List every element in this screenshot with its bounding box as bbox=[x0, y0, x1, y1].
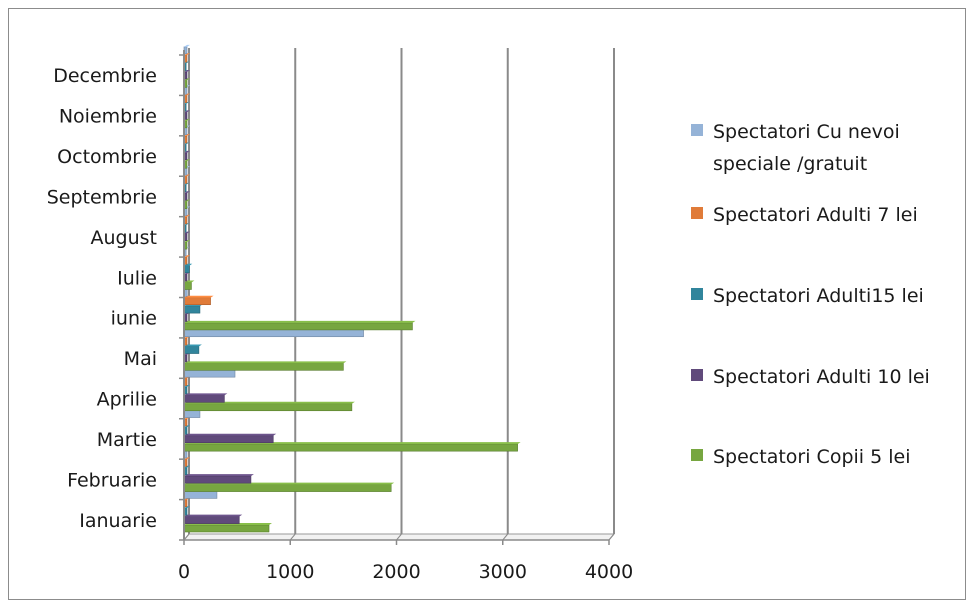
bar-top-septembrie-series-2 bbox=[184, 182, 190, 185]
bar-aprilie-series-4 bbox=[183, 403, 353, 412]
x-tick-label-3000: 3000 bbox=[479, 561, 527, 583]
bar-top-octombrie-series-4 bbox=[184, 159, 190, 162]
x-tick-label-1000: 1000 bbox=[266, 561, 314, 583]
legend-label-4: Spectatori Copii 5 lei bbox=[713, 446, 910, 468]
bar-aprilie-series-3 bbox=[183, 395, 225, 403]
bar-iunie-series-4 bbox=[183, 322, 413, 331]
bar-top-iulie-series-1 bbox=[184, 255, 190, 258]
bar-top-martie-series-3 bbox=[184, 433, 277, 436]
bar-martie-series-0 bbox=[183, 410, 201, 418]
bar-mai-series-0 bbox=[183, 329, 364, 338]
category-label-noiembrie: Noiembrie bbox=[59, 106, 157, 128]
bar-ianuarie-series-3 bbox=[183, 516, 240, 524]
bar-top-februarie-series-1 bbox=[184, 457, 190, 460]
gridlines bbox=[182, 48, 616, 541]
bar-top-octombrie-series-1 bbox=[184, 134, 190, 137]
bar-top-mai-series-2 bbox=[184, 344, 202, 347]
category-label-octombrie: Octombrie bbox=[57, 146, 157, 168]
legend-label-2: Spectatori Adulti15 lei bbox=[713, 285, 924, 307]
x-tick-label-2000: 2000 bbox=[372, 561, 420, 583]
bar-martie-series-4 bbox=[183, 443, 518, 452]
bar-top-septembrie-series-3 bbox=[184, 191, 190, 194]
bar-top-octombrie-series-3 bbox=[184, 150, 190, 153]
legend-swatch-1 bbox=[691, 207, 703, 219]
bar-top-noiembrie-series-1 bbox=[184, 93, 190, 96]
axis-labels: Ianuarie Februarie Martie Aprilie Mai iunie Iu… bbox=[47, 65, 633, 583]
legend-swatch-2 bbox=[691, 288, 703, 300]
bar-iunie-series-1 bbox=[183, 297, 211, 306]
category-label-mai: Mai bbox=[124, 348, 157, 370]
bar-top-decembrie-series-1 bbox=[184, 53, 190, 56]
bar-ianuarie-series-0 bbox=[183, 491, 218, 499]
bar-top-decembrie-series-2 bbox=[184, 61, 190, 64]
bar-top-iulie-series-2 bbox=[184, 263, 193, 266]
category-label-iulie: Iulie bbox=[117, 267, 157, 289]
bar-top-octombrie-series-2 bbox=[184, 142, 190, 145]
legend-swatch-4 bbox=[691, 449, 703, 461]
axes bbox=[179, 50, 610, 545]
bar-februarie-series-3 bbox=[183, 475, 252, 484]
bar-top-decembrie-series-0 bbox=[184, 44, 190, 47]
chart-frame bbox=[8, 8, 966, 600]
bar-top-august-series-2 bbox=[184, 223, 190, 226]
bar-top-septembrie-series-4 bbox=[184, 199, 190, 202]
bar-top-septembrie-series-1 bbox=[184, 174, 190, 177]
legend-swatch-0 bbox=[691, 124, 703, 136]
bar-februarie-series-4 bbox=[183, 484, 392, 492]
bar-top-februarie-series-2 bbox=[184, 465, 190, 468]
category-label-februarie: Februarie bbox=[67, 469, 157, 491]
bar-ianuarie-series-4 bbox=[183, 524, 270, 533]
legend-label-0-line2: speciale /gratuit bbox=[713, 153, 867, 175]
bar-top-martie-series-2 bbox=[184, 425, 190, 428]
bar-top-ianuarie-series-2 bbox=[184, 506, 190, 509]
bar-top-iunie-series-1 bbox=[184, 295, 214, 298]
bar-top-august-series-1 bbox=[184, 214, 190, 217]
bar-top-noiembrie-series-3 bbox=[184, 110, 190, 113]
bar-top-ianuarie-series-3 bbox=[184, 514, 243, 517]
gridline-foot-2000 bbox=[396, 533, 402, 541]
bar-top-iunie-series-4 bbox=[184, 320, 416, 323]
bar-mai-series-2 bbox=[183, 346, 200, 354]
x-tick-label-0: 0 bbox=[178, 561, 190, 583]
category-label-decembrie: Decembrie bbox=[53, 65, 157, 87]
bar-top-august-series-3 bbox=[184, 231, 190, 234]
legend-label-3: Spectatori Adulti 10 lei bbox=[713, 366, 930, 388]
x-tick-label-4000: 4000 bbox=[585, 561, 633, 583]
bar-iunie-series-2 bbox=[183, 305, 201, 314]
bar-mai-series-4 bbox=[183, 363, 344, 371]
category-label-aprilie: Aprilie bbox=[97, 389, 157, 411]
bar-martie-series-3 bbox=[183, 435, 274, 444]
legend-label-1: Spectatori Adulti 7 lei bbox=[713, 204, 918, 226]
bar-top-decembrie-series-3 bbox=[184, 70, 190, 73]
bar-top-mai-series-4 bbox=[184, 361, 347, 364]
bar-top-august-series-4 bbox=[184, 240, 190, 243]
category-label-ianuarie: Ianuarie bbox=[79, 510, 157, 532]
category-label-iunie: iunie bbox=[111, 308, 157, 330]
bar-top-decembrie-series-4 bbox=[184, 78, 190, 81]
bars bbox=[183, 44, 521, 533]
gridline-foot-3000 bbox=[502, 533, 509, 541]
bar-top-aprilie-series-4 bbox=[184, 401, 355, 404]
legend-swatch-3 bbox=[691, 369, 703, 381]
bar-iulie-series-4 bbox=[183, 282, 192, 290]
gridline-foot-1000 bbox=[289, 533, 296, 541]
category-label-martie: Martie bbox=[97, 429, 157, 451]
category-label-august: August bbox=[91, 227, 158, 249]
category-label-septembrie: Septembrie bbox=[47, 186, 157, 208]
legend: Spectatori Cu nevoi speciale /gratuit Spec… bbox=[691, 121, 930, 468]
legend-label-0: Spectatori Cu nevoi bbox=[713, 121, 900, 143]
bar-top-noiembrie-series-4 bbox=[184, 118, 190, 121]
bar-top-februarie-series-3 bbox=[184, 474, 254, 477]
bar-top-aprilie-series-2 bbox=[184, 384, 190, 387]
bar-top-aprilie-series-3 bbox=[184, 393, 228, 396]
gridline-foot-4000 bbox=[608, 533, 615, 541]
bar-aprilie-series-0 bbox=[183, 369, 236, 378]
bar-top-noiembrie-series-2 bbox=[184, 102, 190, 105]
